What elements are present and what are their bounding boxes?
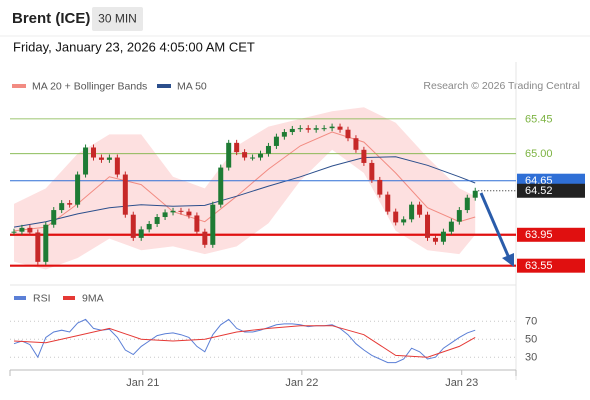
legend-label: MA 20 + Bollinger Bands	[32, 80, 147, 92]
level-label: 63.95	[525, 229, 553, 241]
candle	[361, 149, 367, 163]
candle	[35, 232, 41, 262]
legend-swatch	[12, 84, 26, 88]
candle	[313, 128, 319, 130]
band-layer	[14, 107, 476, 270]
candle	[242, 152, 248, 158]
candle	[321, 128, 327, 130]
candle	[75, 174, 81, 205]
candle	[401, 219, 407, 223]
candle	[130, 214, 136, 238]
level-label: 65.45	[525, 113, 553, 125]
candle	[11, 231, 17, 233]
candle	[289, 128, 295, 133]
candle	[273, 136, 279, 146]
candle	[67, 203, 73, 205]
legend-swatch	[14, 296, 26, 300]
level-box	[517, 258, 585, 273]
credit: Research © 2026 Trading Central	[423, 80, 580, 92]
candle	[170, 210, 176, 213]
y-tick-label: 30	[525, 352, 537, 364]
instrument-title: Brent (ICE)	[12, 10, 90, 27]
candle	[472, 190, 478, 198]
candle	[409, 204, 415, 220]
moving-average	[13, 131, 476, 232]
candle	[122, 174, 128, 215]
candle	[265, 145, 271, 154]
candle	[19, 227, 25, 232]
x-tick-label: Jan 22	[285, 377, 318, 389]
candle	[43, 224, 49, 262]
candle	[417, 204, 423, 215]
y-tick-label: 70	[525, 316, 537, 328]
candle	[385, 194, 391, 212]
candle	[425, 214, 431, 238]
candle	[202, 231, 208, 245]
bollinger-band	[14, 107, 476, 270]
candle	[305, 128, 311, 130]
series-line	[13, 325, 476, 358]
candle	[83, 147, 89, 175]
level-label: 65.00	[525, 148, 553, 160]
candle	[440, 231, 446, 242]
candle	[464, 197, 470, 211]
candle	[393, 211, 399, 223]
interval-label[interactable]: 30 MIN	[98, 12, 137, 26]
candle	[353, 138, 359, 150]
main-layer: MA 20 + Bollinger Bands MA 50 30 50 70 Jan 21…	[10, 80, 537, 389]
candle	[27, 227, 33, 233]
candle	[51, 210, 57, 225]
candle	[114, 157, 120, 175]
candle	[218, 167, 224, 205]
candle	[210, 204, 216, 245]
candle	[448, 221, 454, 232]
x-tick-label: Jan 21	[126, 377, 159, 389]
candle	[226, 142, 232, 168]
candle	[337, 126, 343, 130]
candle	[59, 203, 65, 211]
level-label: 63.55	[525, 260, 553, 272]
candle	[186, 211, 192, 216]
candle	[178, 210, 184, 212]
last-price-box	[517, 183, 585, 198]
candle	[194, 215, 200, 232]
datetime: Friday, January 23, 2026 4:05:00 AM CET	[13, 39, 255, 54]
candle	[146, 223, 152, 230]
candle	[377, 179, 383, 195]
candle	[432, 237, 438, 242]
y-tick-label: 50	[525, 334, 537, 346]
candle	[138, 229, 144, 238]
candle	[250, 157, 256, 159]
level-box	[517, 227, 585, 242]
legend-label: 9MA	[82, 292, 104, 304]
candle	[258, 153, 264, 158]
last-price-label: 64.52	[525, 185, 553, 197]
candle	[456, 210, 462, 222]
legend-label: RSI	[33, 292, 51, 304]
moving-average	[13, 156, 476, 228]
forecast-arrow-head	[502, 253, 514, 267]
candle	[329, 126, 335, 129]
legend-swatch	[63, 296, 75, 300]
candle	[154, 217, 160, 224]
candle	[106, 157, 112, 160]
legend-label: MA 50	[177, 80, 207, 92]
candle	[91, 147, 97, 158]
candle	[297, 128, 303, 130]
legend-swatch	[157, 84, 171, 88]
series-line	[13, 318, 476, 364]
candle	[345, 129, 351, 139]
candle	[369, 162, 375, 180]
candle	[162, 212, 168, 218]
candle	[234, 142, 240, 153]
forecast-arrow	[479, 192, 511, 259]
x-tick-label: Jan 23	[445, 377, 478, 389]
interval-badge[interactable]	[92, 7, 143, 31]
candle	[281, 132, 287, 137]
candle	[98, 157, 104, 160]
